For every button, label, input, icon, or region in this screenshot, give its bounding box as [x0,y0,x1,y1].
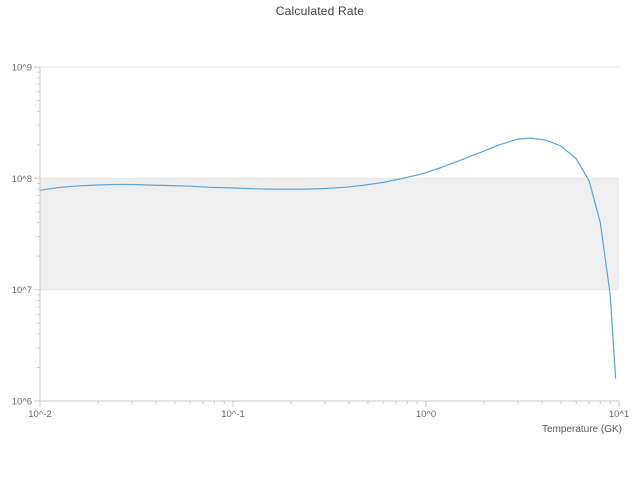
x-tick-label: 10^1 [609,409,629,420]
y-tick-label: 10^9 [12,63,32,74]
y-tick-label: 10^7 [12,285,32,296]
x-axis-label: Temperature (GK) [541,424,622,435]
rate-line [39,137,617,379]
x-tick-label: 10^0 [416,409,436,420]
x-tick-label: 10^-2 [28,409,51,420]
shaded-band [40,178,619,290]
y-tick-label: 10^8 [12,174,32,185]
x-tick-label: 10^-1 [221,409,244,420]
chart-title: Calculated Rate [275,4,365,18]
y-tick-label: 10^6 [12,397,32,408]
